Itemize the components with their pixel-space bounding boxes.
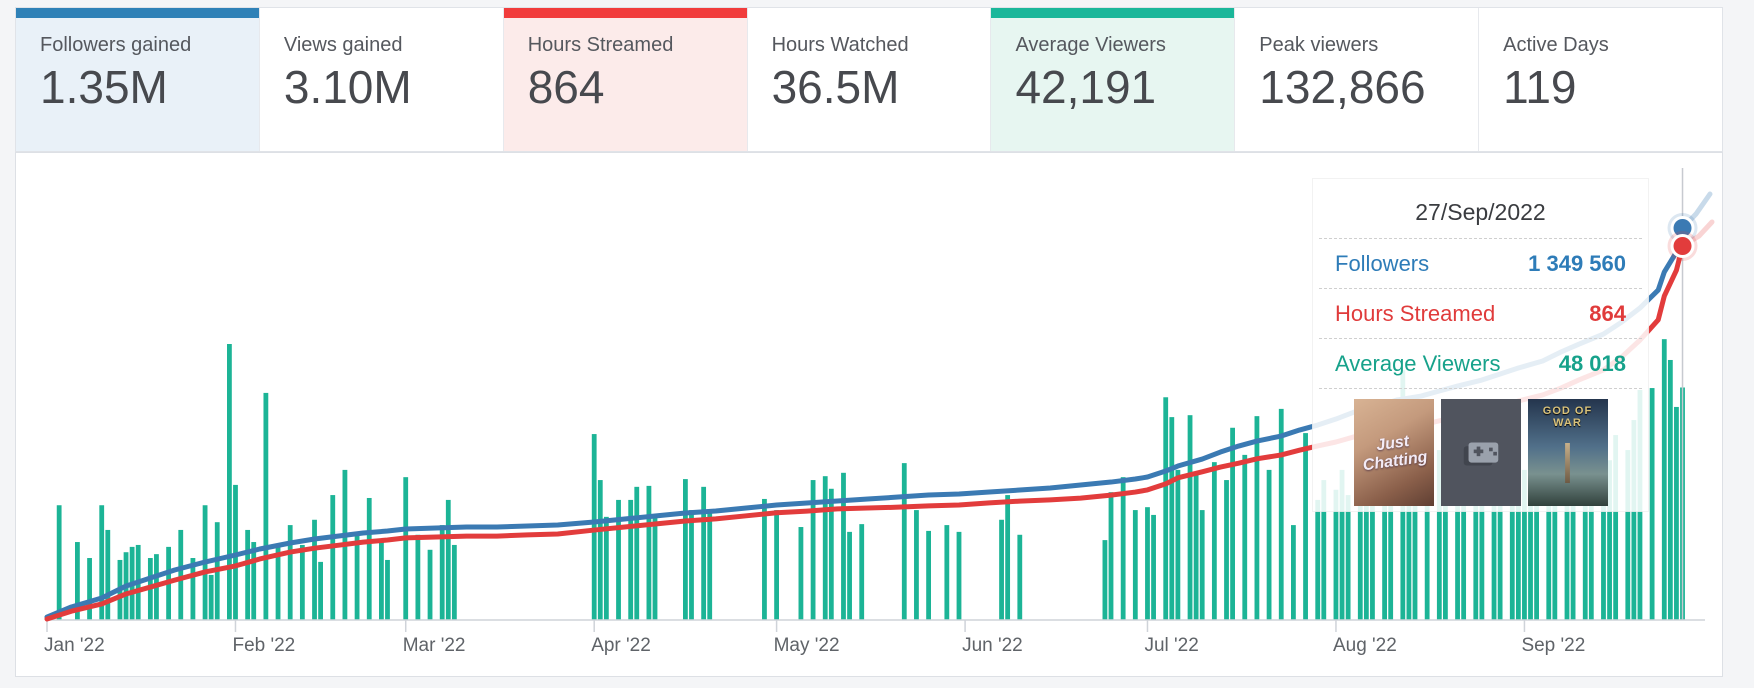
god-of-war-art	[1565, 443, 1570, 483]
stat-card-active-days: Active Days 119	[1479, 8, 1723, 151]
stat-card-views-gained: Views gained 3.10M	[259, 8, 504, 151]
stat-label: Hours Streamed	[527, 34, 674, 56]
tooltip-value: 1 349 560	[1528, 250, 1626, 276]
god-of-war-label: GOD OF WAR	[1542, 405, 1593, 429]
tooltip-label: Hours Streamed	[1335, 300, 1496, 326]
stat-label: Active Days	[1503, 34, 1609, 56]
just-chatting-label: Just Chatting	[1361, 432, 1428, 474]
thumb-just-chatting: Just Chatting	[1353, 399, 1434, 506]
tooltip-row-followers: Followers 1 349 560	[1319, 238, 1642, 288]
stat-label: Average Viewers	[1015, 34, 1166, 56]
stat-label: Peak viewers	[1259, 34, 1379, 56]
thumb-god-of-war: GOD OF WAR	[1527, 399, 1608, 506]
stat-card-peak-viewers: Peak viewers 132,866	[1235, 8, 1480, 151]
stat-label: Hours Watched	[771, 34, 909, 56]
stat-value: 132,866	[1259, 61, 1426, 113]
tooltip-label: Average Viewers	[1335, 350, 1501, 376]
thumb-game-placeholder	[1440, 399, 1521, 506]
stat-value: 119	[1503, 61, 1577, 113]
tooltip-label: Followers	[1335, 250, 1430, 276]
stat-value: 42,191	[1015, 61, 1157, 113]
gamepad-icon	[1463, 441, 1498, 465]
chart-tooltip: 27/Sep/2022 Followers 1 349 560 Hours St…	[1312, 178, 1649, 512]
tooltip-value: 864	[1589, 300, 1626, 326]
tooltip-row-hours-streamed: Hours Streamed 864	[1319, 288, 1642, 338]
tooltip-value: 48 018	[1558, 350, 1626, 376]
stat-value: 864	[527, 61, 605, 113]
stat-card-hours-streamed: Hours Streamed 864	[503, 8, 748, 151]
stat-card-followers-gained: Followers gained 1.35M	[16, 8, 260, 151]
tooltip-date: 27/Sep/2022	[1415, 199, 1546, 225]
stat-label: Views gained	[283, 34, 403, 56]
stat-value: 1.35M	[40, 61, 168, 113]
stat-cards-row: Followers gained 1.35M Views gained 3.10…	[15, 7, 1723, 152]
tooltip-row-average-viewers: Average Viewers 48 018	[1319, 338, 1642, 388]
stat-value: 3.10M	[283, 61, 412, 113]
stat-card-hours-watched: Hours Watched 36.5M	[747, 8, 992, 151]
stat-label: Followers gained	[40, 34, 192, 56]
stat-value: 36.5M	[771, 61, 900, 113]
tooltip-game-thumbnails: Just Chatting GOD OF WAR	[1319, 388, 1642, 506]
stat-card-average-viewers: Average Viewers 42,191	[991, 8, 1236, 151]
